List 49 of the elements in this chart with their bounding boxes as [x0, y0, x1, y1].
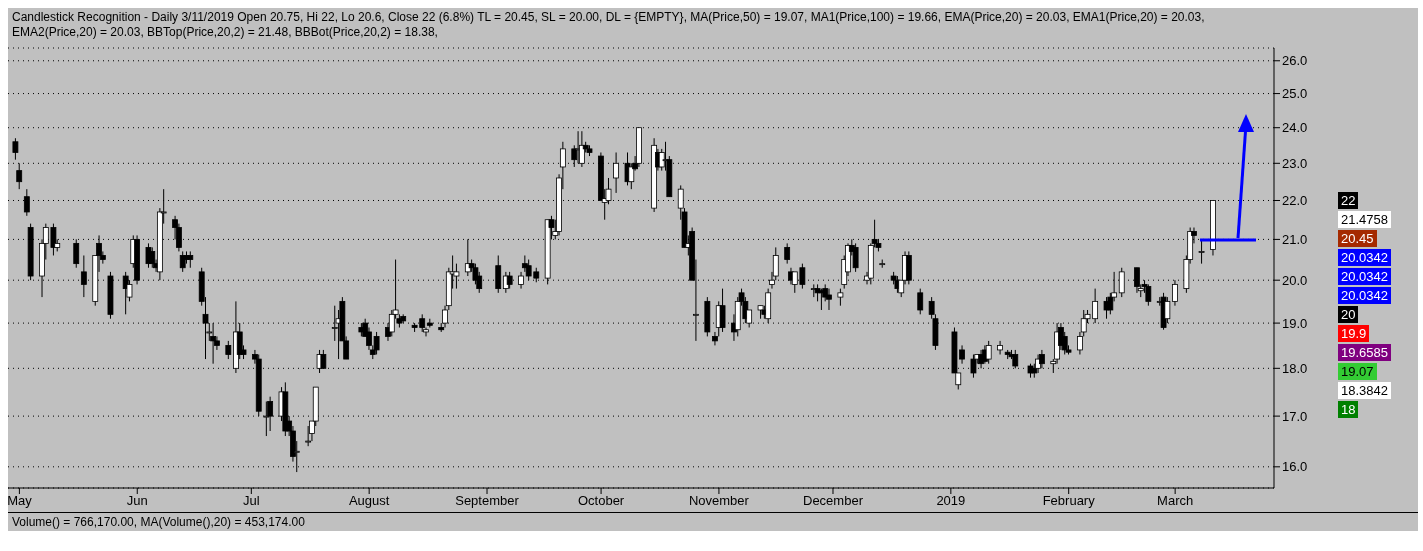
y-tick-label: 22.0: [1282, 193, 1308, 209]
x-tick-label: 2019: [936, 493, 966, 509]
y-tick-label: 24.0: [1282, 120, 1308, 136]
text: 20.0342: [1338, 287, 1391, 304]
y-tick-label: 18.0: [1282, 360, 1308, 376]
y-tick-label: 23.0: [1282, 155, 1308, 171]
text: 20.45: [1338, 230, 1377, 247]
x-tick-label: October: [577, 493, 625, 509]
y-tick-label: 19.0: [1282, 315, 1308, 331]
y-tick-label: 25.0: [1282, 86, 1308, 102]
y-tick-label: 20.0: [1282, 272, 1308, 288]
candlestick: [719, 288, 726, 333]
chart-title: Candlestick Recognition - Daily 3/11/2019 Open 20.75, Hi 22, Lo 20.6, Close 22 (6.8%) TL = 20.45, SL = 20.00, DL = {EMPTY}, MA(Price,50) = 19.07, MA1(Price,100) = 19.66, EMA(Price,20) = 20.03, EMA1(Price,20) = 20.03, EMA2(Price,20) = 20.03, BBTop(Price,20,2) = 21.48, BBBot(Price,20,2) = 18.38,: [11, 9, 1206, 41]
candlestick: [613, 151, 619, 194]
candlestick: [122, 271, 129, 315]
text: 19.6585: [1338, 344, 1391, 361]
x-tick-label: Jun: [126, 493, 148, 509]
text: 21.4758: [1338, 211, 1391, 228]
candlestick: [917, 288, 924, 315]
x-tick-label: November: [688, 493, 750, 509]
y-tick-label: 26.0: [1282, 53, 1308, 69]
text: 20: [1338, 306, 1359, 323]
y-tick-label: 16.0: [1282, 459, 1308, 475]
text: 18.3842: [1338, 382, 1391, 399]
x-tick-label: August: [348, 493, 390, 509]
x-tick-label: March: [1157, 493, 1194, 509]
x-tick-label: Jul: [243, 493, 260, 509]
y-tick-label: 21.0: [1282, 232, 1308, 248]
text: 19.9: [1338, 325, 1370, 342]
candlestick: [225, 340, 232, 360]
x-tick-label: May: [7, 493, 33, 509]
text: 20.0342: [1338, 249, 1391, 266]
text: 19.07: [1338, 363, 1377, 380]
x-tick-label: February: [1042, 493, 1096, 509]
text: 20.0342: [1338, 268, 1391, 285]
x-tick-label: December: [803, 493, 864, 509]
candlestick: [12, 137, 19, 161]
candlestick: [784, 242, 791, 265]
candlestick: [997, 340, 1003, 355]
candlestick: [826, 288, 832, 311]
candlestick: [149, 246, 156, 269]
candlestick: [712, 331, 718, 346]
candlestick: [1039, 349, 1045, 369]
candlestick: [263, 400, 270, 437]
text: 22: [1338, 192, 1359, 209]
text: 18: [1338, 401, 1359, 418]
x-tick-label: September: [455, 493, 520, 509]
y-tick-label: 17.0: [1282, 408, 1308, 424]
text: Volume() = 766,170.00, MA(Volume(),20) = 453,174.00: [8, 512, 1418, 531]
